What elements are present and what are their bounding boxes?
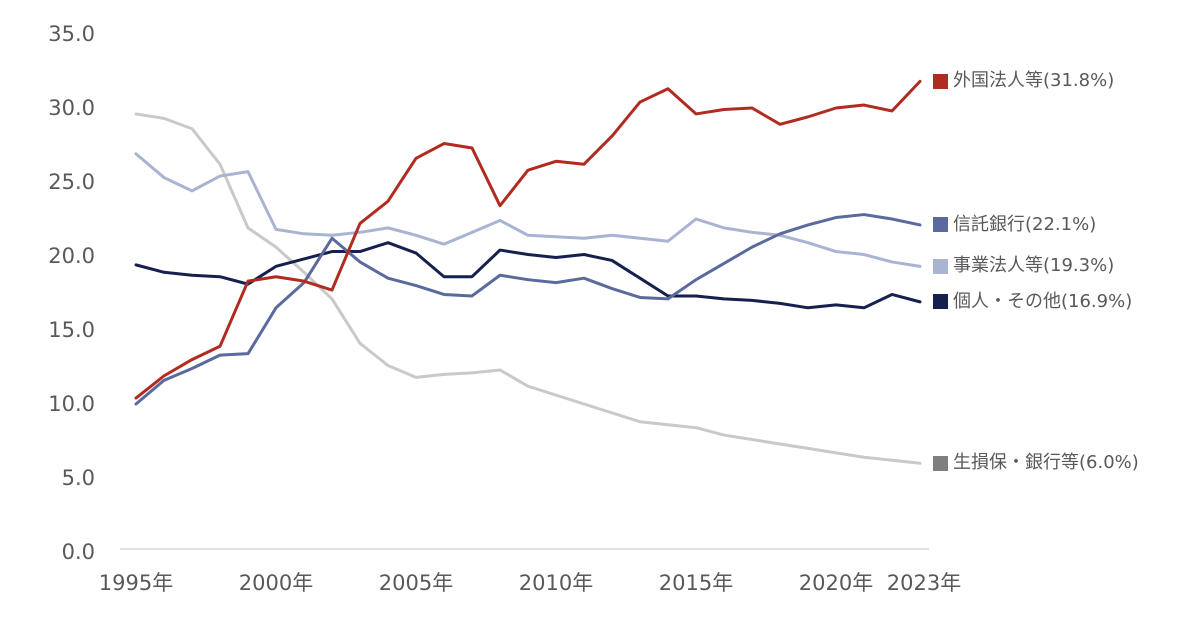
legend-swatch-trust-banks — [933, 217, 948, 233]
legend-item-business-corporations: 事業法人等(19.3%) — [933, 256, 1114, 276]
y-tick-label-15.0: 15.0 — [48, 318, 95, 342]
x-tick-label-1995: 1995年 — [98, 571, 174, 595]
y-tick-label-35.0: 35.0 — [48, 22, 95, 46]
legend-swatch-business-corporations — [933, 258, 948, 274]
legend-swatch-insurers-banks — [933, 455, 948, 471]
y-tick-label-25.0: 25.0 — [48, 170, 95, 194]
x-tick-label-2005: 2005年 — [378, 571, 454, 595]
legend-label-foreign-corporations: 外国法人等(31.8%) — [953, 70, 1115, 92]
legend-item-trust-banks: 信託銀行(22.1%) — [933, 213, 1097, 235]
series-line-insurers-banks — [134, 112, 922, 465]
x-tick-label-2020: 2020年 — [798, 571, 874, 595]
legend-label-trust-banks: 信託銀行(22.1%) — [953, 213, 1097, 235]
y-tick-label-10.0: 10.0 — [48, 392, 95, 416]
series-line-foreign-corporations — [134, 79, 922, 400]
x-tick-label-2010: 2010年 — [518, 571, 594, 595]
legend-item-individuals-others: 個人・その他(16.9%) — [933, 290, 1133, 312]
series-line-business-corporations — [134, 152, 922, 268]
y-tick-label-20.0: 20.0 — [48, 244, 95, 268]
series-line-individuals-others — [134, 241, 922, 310]
y-tick-label-5.0: 5.0 — [61, 466, 95, 490]
legend-label-insurers-banks: 生損保・銀行等(6.0%) — [953, 452, 1139, 474]
legend-label-business-corporations: 事業法人等(19.3%) — [953, 255, 1115, 277]
x-tick-label-2000: 2000年 — [238, 571, 314, 595]
series-line-trust-banks — [134, 213, 922, 406]
legend-label-individuals-others: 個人・その他(16.9%) — [953, 290, 1133, 312]
legend-item-foreign-corporations: 外国法人等(31.8%) — [933, 71, 1114, 91]
legend-swatch-foreign-corporations — [933, 73, 948, 89]
x-tick-label-2023: 2023年 — [886, 571, 962, 595]
legend-item-insurers-banks: 生損保・銀行等(6.0%) — [933, 453, 1139, 473]
x-tick-label-2015: 2015年 — [658, 571, 734, 595]
legend-swatch-individuals-others — [933, 294, 948, 310]
y-tick-label-30.0: 30.0 — [48, 96, 95, 120]
y-tick-label-0.0: 0.0 — [61, 540, 95, 564]
